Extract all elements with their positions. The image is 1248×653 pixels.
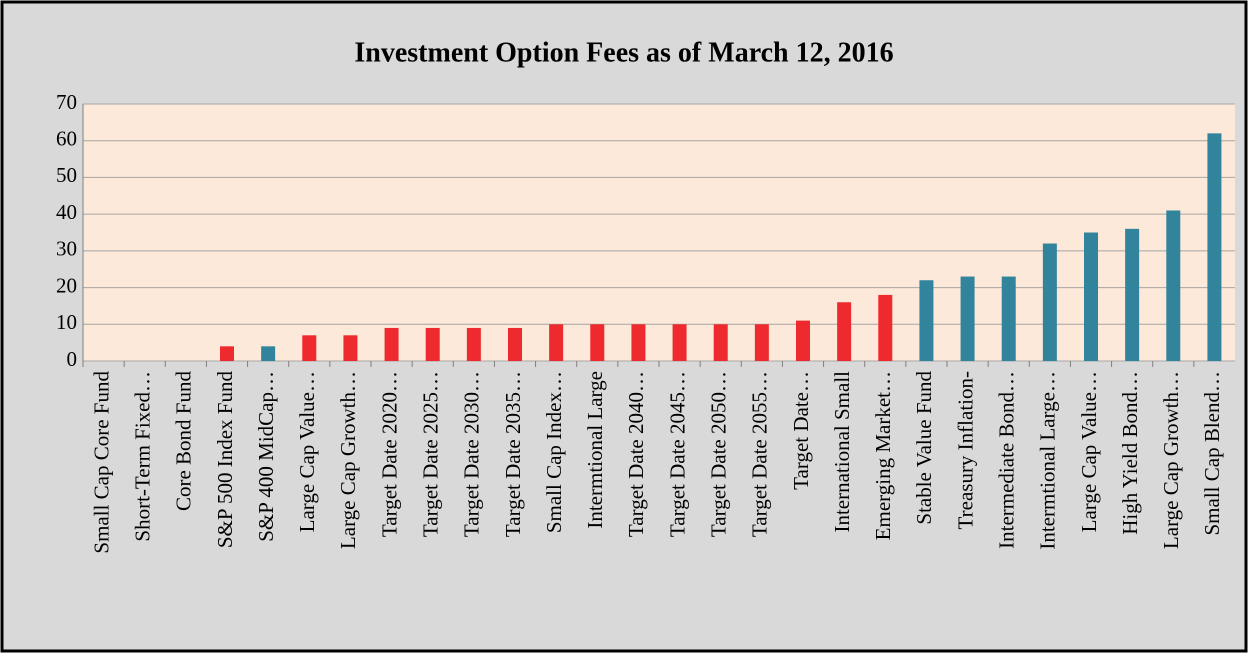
x-tick-label: Large Cap Growth… <box>336 371 360 549</box>
y-tick-label: 30 <box>56 237 77 261</box>
y-tick-label: 50 <box>56 163 77 187</box>
bar <box>1207 133 1222 361</box>
bar <box>919 280 934 361</box>
bar <box>796 320 810 361</box>
bar <box>837 302 852 361</box>
x-tick-label: Small Cap Index… <box>542 371 566 533</box>
x-tick-label: High Yield Bond… <box>1118 371 1142 535</box>
bar <box>590 324 605 361</box>
x-tick-label: Target Date 2040… <box>624 371 648 537</box>
bar <box>508 327 522 361</box>
bar <box>384 327 399 361</box>
x-tick-label: Target Date… <box>789 371 813 490</box>
bar <box>1001 276 1016 361</box>
x-tick-label: Small Cap Core Fund <box>89 371 113 554</box>
x-tick-label: Treasury Inflation- <box>953 371 977 529</box>
x-tick-label: Large Cap Value… <box>295 371 319 532</box>
bar <box>466 327 481 361</box>
bar <box>960 276 975 361</box>
bar <box>672 324 687 361</box>
bar <box>631 324 646 361</box>
bar <box>261 346 276 361</box>
x-tick-label: Target Date 2050… <box>707 371 731 537</box>
bar <box>1125 228 1140 361</box>
x-tick-label: Large Cap Value… <box>1077 371 1101 532</box>
bar <box>713 324 728 361</box>
bar <box>878 294 893 361</box>
x-tick-label: Target Date 2055… <box>748 371 772 537</box>
bar <box>302 335 317 361</box>
plot-area <box>83 104 1235 361</box>
y-tick-label: 10 <box>56 310 77 334</box>
x-tick-label: Emerging Market… <box>871 371 895 540</box>
y-tick-label: 60 <box>56 127 77 151</box>
x-tick-label: Target Date 2030… <box>460 371 484 537</box>
x-tick-label: Large Cap Growth… <box>1159 371 1183 549</box>
bar <box>1166 210 1181 361</box>
chart-title: Investment Option Fees as of March 12, 2… <box>354 37 893 68</box>
x-tick-label: Target Date 2045… <box>665 371 689 537</box>
y-tick-label: 20 <box>56 273 77 297</box>
x-tick-label: Stable Value Fund <box>912 371 936 525</box>
bar <box>343 335 358 361</box>
x-tick-label: S&P 500 Index Fund <box>213 371 237 549</box>
bar <box>549 324 564 361</box>
y-tick-label: 70 <box>56 90 77 114</box>
x-tick-label: S&P 400 MidCap… <box>254 371 278 542</box>
x-tick-label: Target Date 2025… <box>419 371 443 537</box>
bar <box>1042 243 1057 361</box>
bar <box>425 327 440 361</box>
x-tick-label: Target Date 2020… <box>377 371 401 537</box>
x-tick-label: Core Bond Fund <box>172 371 196 512</box>
x-tick-label: Intermtional Large… <box>1036 371 1060 550</box>
x-tick-label: International Small <box>830 371 854 533</box>
x-tick-label: Short-Term Fixed… <box>131 371 155 542</box>
bar <box>220 346 234 361</box>
bar <box>754 324 769 361</box>
x-tick-label: Intermtional Large <box>583 371 607 529</box>
x-tick-label: Intermediate Bond… <box>995 371 1019 549</box>
y-tick-label: 0 <box>67 347 78 371</box>
x-tick-label: Target Date 2035… <box>501 371 525 537</box>
x-tick-label: Small Cap Blend… <box>1200 371 1224 536</box>
bar <box>1084 232 1098 361</box>
y-tick-label: 40 <box>56 200 77 224</box>
